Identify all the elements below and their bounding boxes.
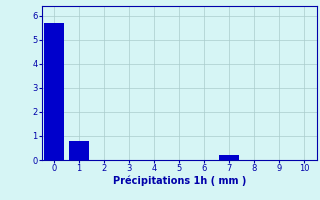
Bar — [44, 23, 64, 160]
Bar — [219, 155, 239, 160]
Bar — [69, 141, 89, 160]
X-axis label: Précipitations 1h ( mm ): Précipitations 1h ( mm ) — [113, 176, 246, 186]
